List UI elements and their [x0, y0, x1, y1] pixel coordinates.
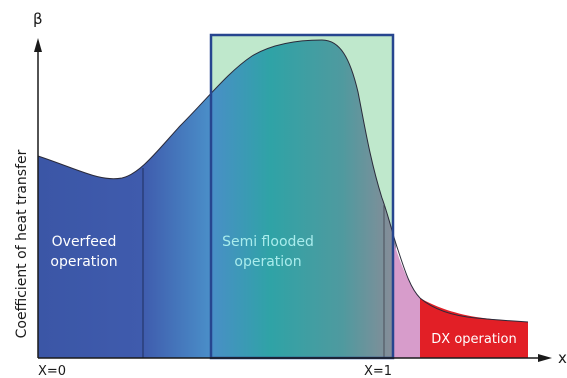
x-axis-arrow	[538, 354, 552, 362]
semi-flooded-label-line2: operation	[234, 254, 301, 270]
y-axis-symbol: β	[33, 10, 43, 28]
dx-label: DX operation	[431, 332, 516, 347]
y-axis-label: Coefficient of heat transfer	[14, 149, 30, 338]
semi-flooded-label-line1: Semi flooded	[222, 234, 314, 250]
heat-transfer-curve	[37, 39, 529, 323]
overfeed-label-line1: Overfeed	[52, 234, 117, 250]
x-axis-symbol: x	[558, 349, 567, 367]
x-tick-right: X=1	[364, 364, 392, 378]
x-tick-left: X=0	[38, 364, 66, 378]
dx-area	[420, 298, 528, 358]
y-axis-arrow	[34, 38, 42, 52]
curve-area	[38, 40, 396, 358]
overfeed-label-line2: operation	[50, 254, 117, 270]
